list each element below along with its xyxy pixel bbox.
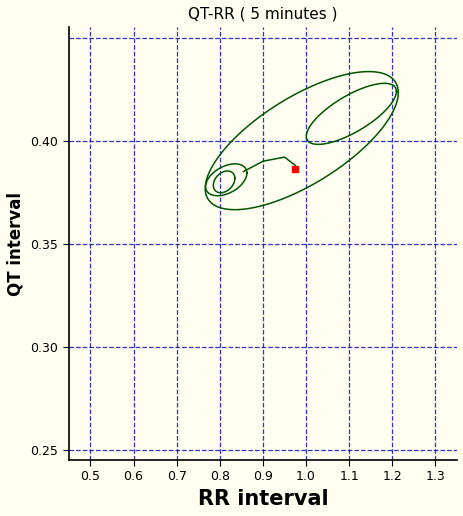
X-axis label: RR interval: RR interval	[197, 489, 327, 509]
Title: QT-RR ( 5 minutes ): QT-RR ( 5 minutes )	[188, 7, 337, 22]
Y-axis label: QT interval: QT interval	[7, 191, 25, 296]
